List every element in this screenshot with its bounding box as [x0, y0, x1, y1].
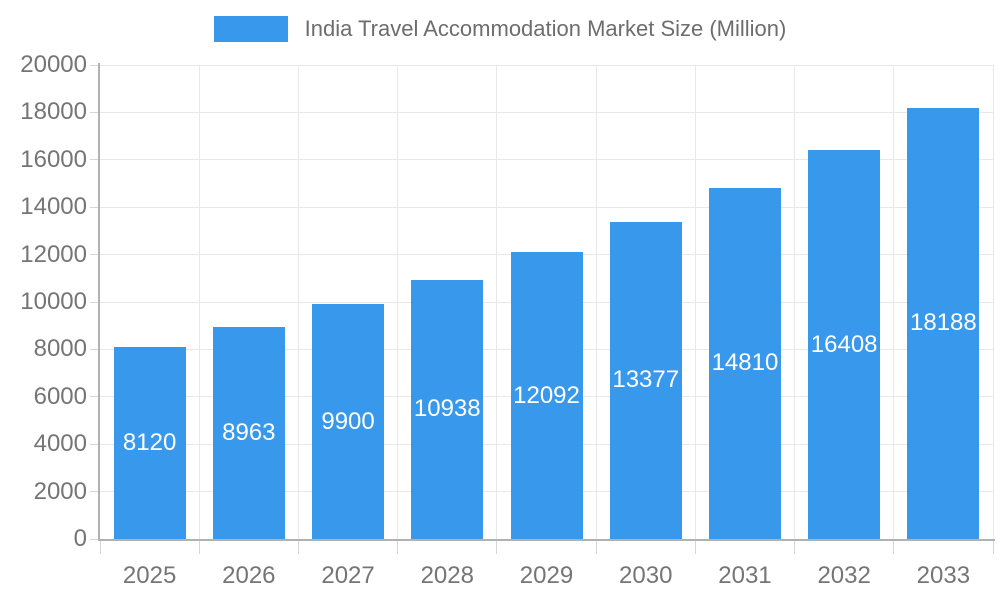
bar-value-label: 8963 [222, 418, 276, 446]
x-tick [694, 539, 696, 554]
x-tick-label: 2025 [122, 562, 177, 589]
y-tick-label: 4000 [33, 430, 87, 458]
x-tick [496, 539, 498, 554]
bar: 8120 [113, 346, 186, 539]
x-tick [99, 539, 101, 554]
chart-title: India Travel Accommodation Market Size (… [304, 16, 787, 41]
v-grid-line [694, 65, 696, 539]
y-tick-label: 10000 [20, 288, 87, 315]
x-tick-label: 2028 [420, 562, 474, 589]
y-tick-label: 0 [73, 525, 87, 552]
bar-value-label: 10938 [413, 395, 481, 423]
y-tick [90, 159, 100, 161]
x-tick [297, 539, 299, 554]
bar-value-label: 14810 [711, 349, 779, 377]
y-tick-label: 14000 [20, 193, 87, 221]
bar-value-label: 16408 [810, 330, 878, 358]
y-tick-label: 16000 [20, 145, 87, 173]
y-tick [90, 491, 100, 493]
x-tick-label: 2026 [222, 562, 276, 589]
x-tick [992, 539, 994, 554]
x-tick [595, 539, 597, 554]
bar-value-label: 13377 [612, 366, 680, 394]
y-tick [90, 348, 100, 350]
v-grid-line [297, 65, 299, 539]
bar-value-label: 9900 [321, 407, 375, 435]
y-tick-label: 8000 [33, 335, 87, 363]
bar-value-label: 8120 [122, 428, 177, 456]
y-tick [90, 396, 100, 398]
v-grid-line [198, 65, 200, 539]
y-axis-line [98, 63, 100, 539]
y-tick [90, 206, 100, 208]
y-grid-line [100, 111, 993, 113]
y-tick-label: 6000 [33, 382, 87, 410]
bar: 9900 [312, 304, 385, 539]
legend-swatch [213, 16, 288, 42]
x-tick [198, 539, 200, 554]
x-tick-label: 2033 [916, 562, 971, 589]
legend: India Travel Accommodation Market Size (… [0, 16, 1000, 42]
y-tick [90, 538, 100, 540]
bar-value-label: 18188 [910, 309, 977, 337]
y-tick-label: 12000 [20, 240, 87, 268]
x-tick-label: 2027 [321, 562, 375, 589]
y-tick [90, 301, 100, 303]
bar: 12092 [510, 252, 583, 539]
y-tick [90, 443, 100, 445]
v-grid-line [992, 65, 994, 539]
y-tick [90, 111, 100, 113]
bar: 10938 [411, 279, 484, 539]
x-tick [893, 539, 895, 554]
x-tick [794, 539, 796, 554]
y-tick [90, 254, 100, 256]
y-grid-line [100, 159, 993, 161]
v-grid-line [397, 65, 399, 539]
y-tick-label: 20000 [20, 51, 87, 78]
x-tick-label: 2030 [619, 562, 673, 589]
y-tick-label: 2000 [33, 477, 87, 505]
y-tick [90, 64, 100, 66]
x-tick-label: 2032 [817, 562, 871, 589]
bar: 18188 [907, 107, 980, 539]
x-tick-label: 2029 [519, 562, 574, 589]
x-tick [397, 539, 399, 554]
bar: 16408 [808, 150, 881, 539]
bar: 14810 [708, 188, 781, 539]
bar-value-label: 12092 [513, 381, 580, 409]
x-tick-label: 2031 [718, 562, 772, 589]
v-grid-line [794, 65, 796, 539]
x-axis-line [98, 539, 995, 541]
y-grid-line [100, 206, 993, 208]
bar: 13377 [609, 221, 682, 539]
y-tick-label: 18000 [20, 98, 87, 126]
y-grid-line [100, 64, 993, 66]
bar: 8963 [212, 326, 285, 539]
v-grid-line [496, 65, 498, 539]
v-grid-line [893, 65, 895, 539]
v-grid-line [595, 65, 597, 539]
